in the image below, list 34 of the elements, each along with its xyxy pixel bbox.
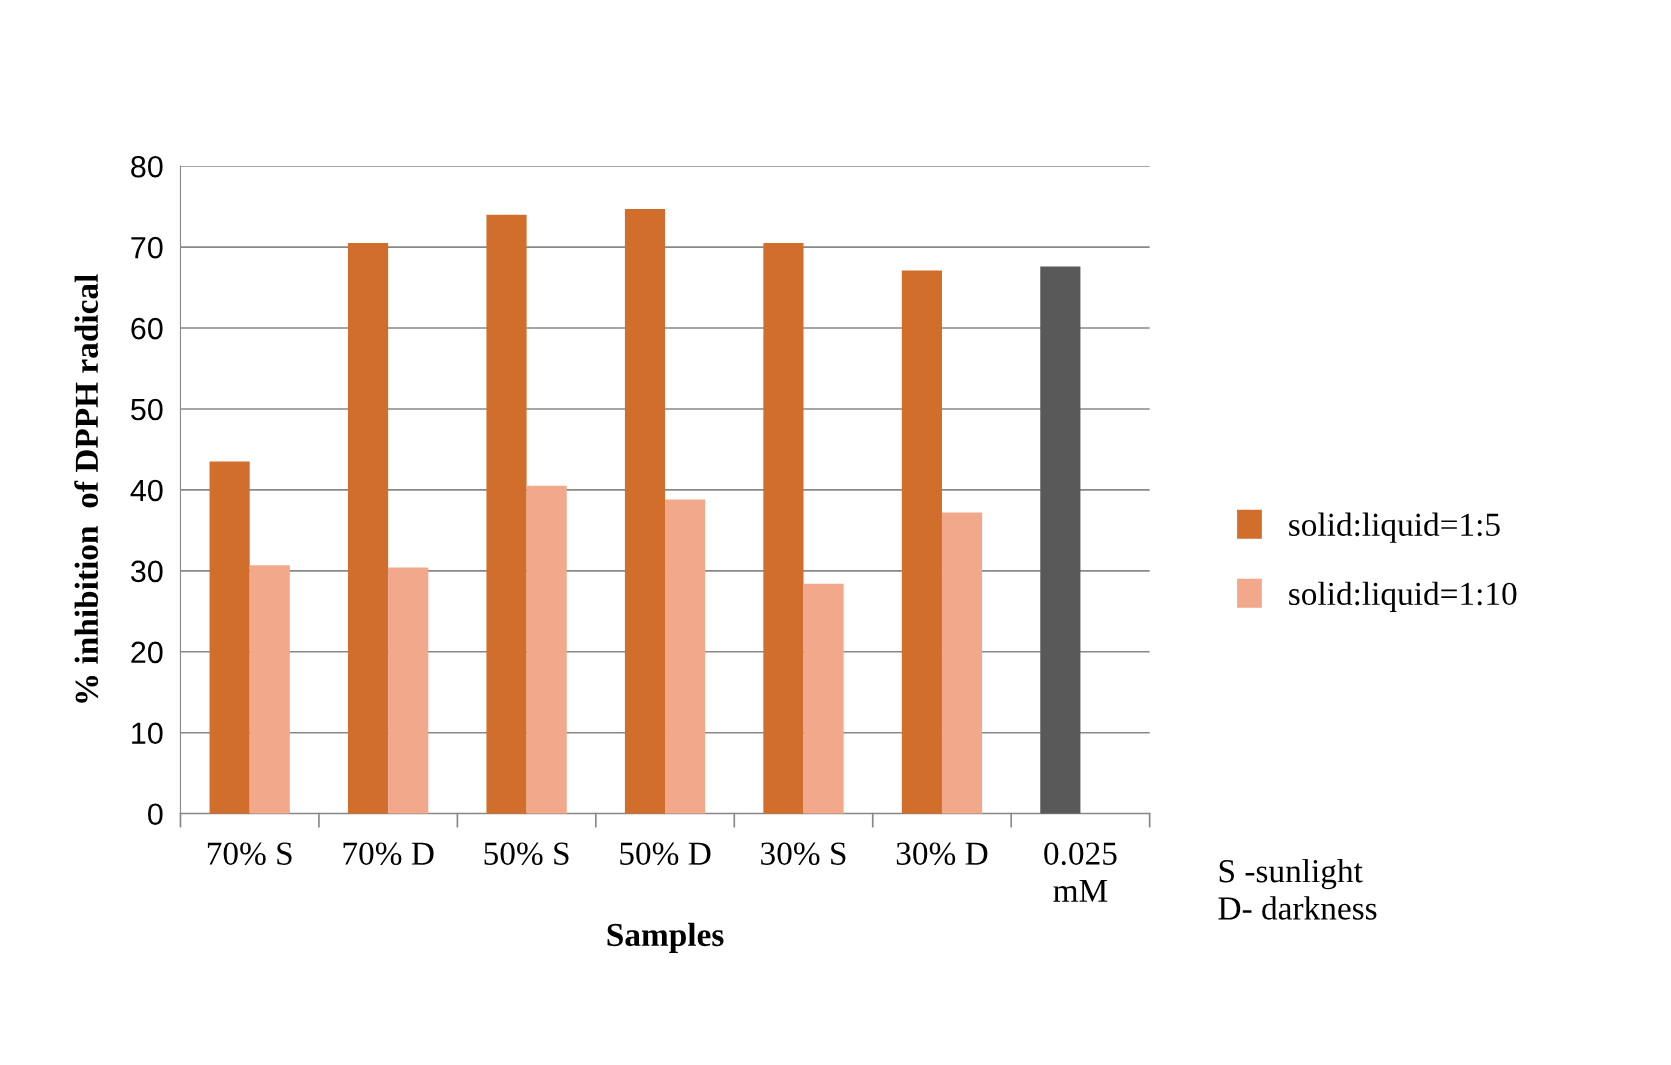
y-tick-label: 70 — [131, 236, 163, 259]
x-tick-label: 30% D — [896, 842, 988, 866]
y-tick-label: 40 — [130, 479, 163, 502]
x-tick-label: 50% S — [484, 842, 569, 866]
bar — [1040, 266, 1081, 814]
bar — [803, 583, 844, 814]
y-tick-label: 60 — [131, 317, 163, 340]
y-tick-label: 10 — [132, 722, 163, 745]
text: S -sunlight D- darkness — [1218, 858, 1377, 920]
bar — [526, 485, 567, 814]
bar — [486, 214, 527, 814]
y-tick-label: 80 — [131, 155, 163, 178]
legend-label: solid:liquid=1:5 — [1289, 512, 1500, 543]
x-tick-label: 30% S — [761, 842, 846, 866]
y-tick-label: 20 — [131, 641, 163, 664]
x-axis-title: Samples — [607, 922, 724, 953]
y-tick-label: 50 — [131, 398, 163, 421]
bar — [763, 243, 804, 814]
x-tick-label: 70% S — [207, 842, 292, 866]
y-tick-label: 0 — [148, 803, 163, 826]
x-tick-label: 70% D — [343, 842, 434, 866]
x-tick-label: 0.025 mM — [1044, 842, 1117, 902]
bar — [624, 209, 666, 814]
x-tick-label: 50% D — [620, 842, 711, 866]
bar — [348, 243, 389, 814]
y-axis-title: % inhibition of DPPH radical — [74, 274, 99, 703]
bar — [209, 461, 250, 814]
bar — [388, 567, 429, 814]
legend-label: solid:liquid=1:10 — [1289, 581, 1517, 612]
bar — [665, 499, 706, 814]
bar — [941, 512, 983, 814]
bar — [901, 270, 942, 814]
bar — [249, 565, 290, 814]
y-tick-label: 30 — [130, 560, 163, 583]
